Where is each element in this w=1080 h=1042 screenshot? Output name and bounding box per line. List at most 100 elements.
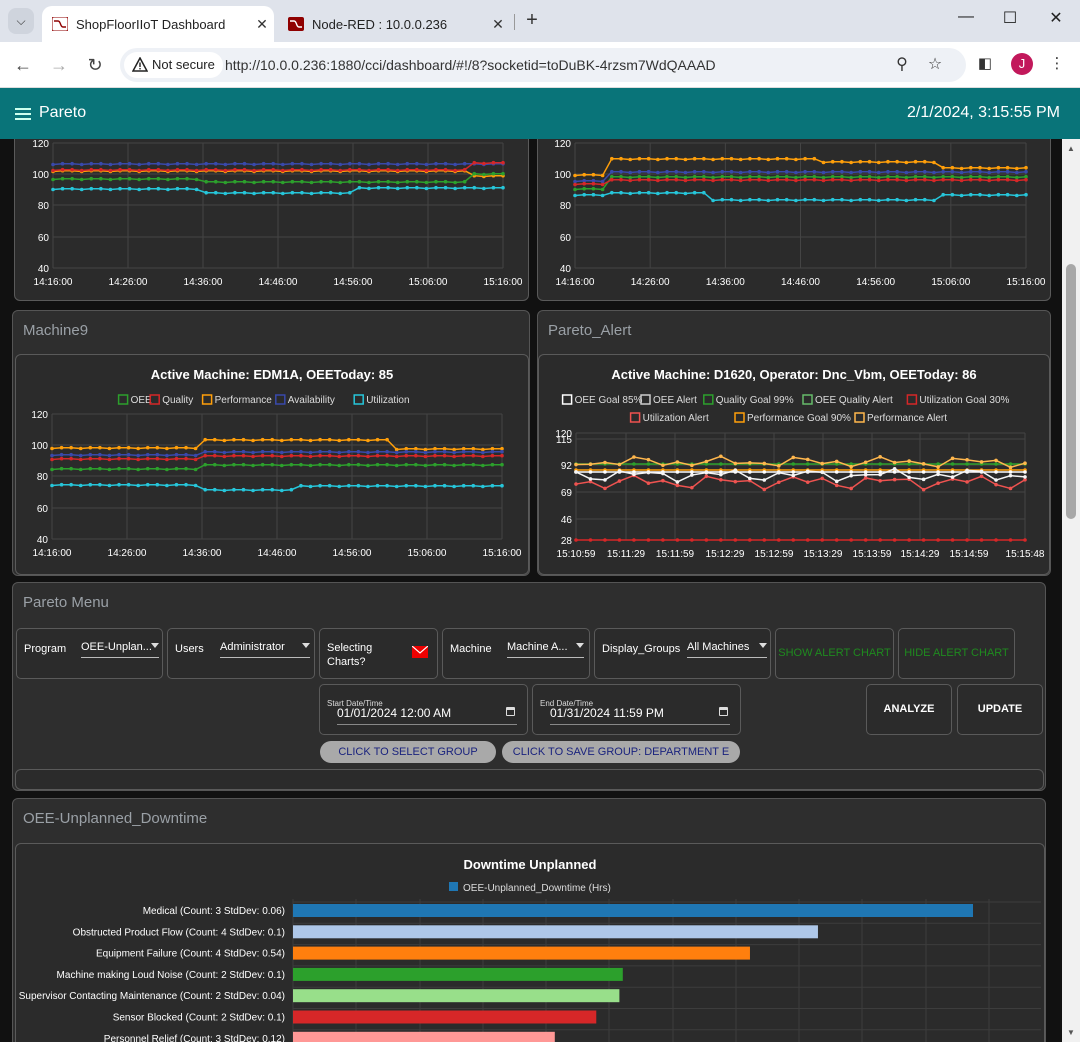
oee-point bbox=[775, 174, 780, 179]
close-tab-icon[interactable]: ✕ bbox=[256, 15, 268, 32]
calendar-icon[interactable] bbox=[719, 707, 728, 716]
envelope-icon[interactable] bbox=[412, 646, 428, 658]
new-tab-icon[interactable]: + bbox=[526, 9, 538, 31]
program-select[interactable]: Program OEE-Unplan... bbox=[16, 628, 163, 679]
scroll-up-icon[interactable]: ▲ bbox=[1067, 144, 1075, 153]
utilization-point bbox=[665, 190, 669, 195]
utilization-alert-point bbox=[849, 486, 853, 491]
page-scrollbar[interactable]: ▲ ▼ bbox=[1062, 139, 1080, 1042]
users-dropdown[interactable]: Administrator bbox=[220, 641, 310, 658]
menu-kebab-icon[interactable]: ⋮ bbox=[1049, 55, 1065, 72]
program-dropdown[interactable]: OEE-Unplan... bbox=[81, 641, 159, 658]
utilization-point bbox=[849, 198, 853, 203]
performance-point bbox=[481, 447, 485, 452]
oee-point bbox=[367, 180, 371, 185]
calendar-icon[interactable] bbox=[506, 707, 515, 716]
quality-point bbox=[501, 160, 505, 165]
close-window-icon[interactable]: ✕ bbox=[1049, 10, 1063, 27]
performance-point bbox=[876, 160, 881, 165]
select-group-button[interactable]: CLICK TO SELECT GROUP bbox=[320, 741, 496, 763]
url-text[interactable]: http://10.0.0.236:1880/cci/dashboard/#!/… bbox=[225, 57, 716, 73]
availability-point bbox=[174, 452, 179, 457]
tab-shopfloor[interactable]: ShopFloorIIoT Dashboard ✕ bbox=[42, 6, 274, 42]
quality-point bbox=[367, 168, 371, 173]
availability-point bbox=[646, 169, 651, 174]
utilization-point bbox=[405, 185, 410, 190]
utilization-point bbox=[423, 484, 428, 489]
oee-point bbox=[155, 466, 160, 471]
omnibox[interactable]: Not secure http://10.0.0.236:1880/cci/da… bbox=[120, 48, 966, 82]
save-group-button[interactable]: CLICK TO SAVE GROUP: DEPARTMENT E bbox=[502, 741, 740, 763]
start-datetime-field[interactable]: Start Date/Time 01/01/2024 12:00 AM bbox=[319, 684, 528, 735]
quality-point bbox=[327, 453, 332, 458]
utilization-point bbox=[232, 487, 236, 492]
profile-avatar[interactable]: J bbox=[1011, 53, 1033, 75]
legend-label: OEE Quality Alert bbox=[815, 395, 893, 406]
update-button[interactable]: UPDATE bbox=[957, 684, 1043, 735]
tab-search-icon[interactable]: ⌵ bbox=[8, 8, 34, 34]
oee-goal-point bbox=[603, 470, 607, 474]
display-groups-select[interactable]: Display_Groups All Machines bbox=[594, 628, 771, 679]
utilization-goal-point bbox=[661, 538, 665, 542]
availability-point bbox=[348, 161, 352, 166]
quality-point bbox=[849, 178, 853, 183]
machine-select[interactable]: Machine Machine A... bbox=[442, 628, 590, 679]
availability-point bbox=[452, 450, 456, 455]
quality-point bbox=[481, 454, 485, 459]
x-tick-label: 15:06:00 bbox=[409, 277, 448, 288]
close-tab-icon[interactable]: ✕ bbox=[492, 15, 504, 32]
legend-label: Performance bbox=[215, 395, 273, 406]
machine-dropdown[interactable]: Machine A... bbox=[507, 641, 584, 658]
bookmark-star-icon[interactable]: ☆ bbox=[927, 56, 943, 73]
utilization-point bbox=[757, 197, 761, 202]
oee-point bbox=[720, 174, 725, 179]
quality-point bbox=[241, 453, 246, 458]
forward-arrow-icon[interactable]: → bbox=[50, 55, 68, 75]
performance-alert-point bbox=[776, 464, 781, 468]
node-red-favicon-icon bbox=[52, 17, 68, 31]
utilization-point bbox=[867, 197, 872, 202]
scroll-thumb[interactable] bbox=[1066, 264, 1076, 519]
hide-alert-chart-button[interactable]: HIDE ALERT CHART bbox=[898, 628, 1015, 679]
scroll-down-icon[interactable]: ▼ bbox=[1067, 1028, 1075, 1037]
users-select[interactable]: Users Administrator bbox=[167, 628, 315, 679]
selecting-charts-control[interactable]: Selecting Charts? bbox=[319, 628, 438, 679]
x-tick-label: 15:16:00 bbox=[1007, 277, 1046, 288]
end-date-value[interactable]: 01/31/2024 11:59 PM bbox=[550, 706, 730, 725]
security-chip[interactable]: Not secure bbox=[124, 52, 223, 78]
oee-goal-point bbox=[892, 470, 897, 474]
performance-point bbox=[895, 159, 899, 164]
performance-point bbox=[490, 446, 495, 451]
display-groups-dropdown[interactable]: All Machines bbox=[687, 641, 767, 658]
quality-point bbox=[222, 454, 227, 459]
availability-point bbox=[932, 170, 936, 175]
performance-alert-point bbox=[863, 460, 868, 465]
side-panel-icon[interactable]: ◧ bbox=[977, 55, 993, 72]
show-alert-chart-button[interactable]: SHOW ALERT CHART bbox=[775, 628, 894, 679]
quality-point bbox=[232, 453, 236, 458]
analyze-button[interactable]: ANALYZE bbox=[866, 684, 952, 735]
quality-point bbox=[166, 168, 170, 173]
zoom-icon[interactable]: ⚲ bbox=[896, 56, 908, 73]
availability-point bbox=[1005, 169, 1010, 174]
performance-alert-point bbox=[834, 459, 839, 464]
availability-point bbox=[232, 449, 236, 454]
display-groups-value: All Machines bbox=[687, 641, 750, 653]
oee-point bbox=[290, 179, 295, 184]
oee-point bbox=[165, 467, 169, 472]
hamburger-menu-icon[interactable] bbox=[15, 108, 31, 123]
x-tick-label: 15:11:59 bbox=[656, 549, 695, 560]
performance-alert-point bbox=[704, 459, 709, 464]
back-arrow-icon[interactable]: ← bbox=[14, 55, 32, 75]
start-date-value[interactable]: 01/01/2024 12:00 AM bbox=[337, 706, 517, 725]
utilization-point bbox=[175, 186, 180, 191]
oee-alert-point bbox=[979, 469, 984, 474]
reload-icon[interactable]: ↻ bbox=[87, 55, 103, 75]
oee-goal-point bbox=[762, 470, 767, 474]
legend-swatch bbox=[353, 394, 364, 405]
end-datetime-field[interactable]: End Date/Time 01/31/2024 11:59 PM bbox=[532, 684, 741, 735]
tab-node-red[interactable]: Node-RED : 10.0.0.236 ✕ bbox=[278, 6, 510, 42]
minimize-icon[interactable]: — bbox=[958, 8, 974, 25]
utilization-point bbox=[99, 186, 103, 191]
maximize-icon[interactable]: ☐ bbox=[1002, 10, 1018, 27]
